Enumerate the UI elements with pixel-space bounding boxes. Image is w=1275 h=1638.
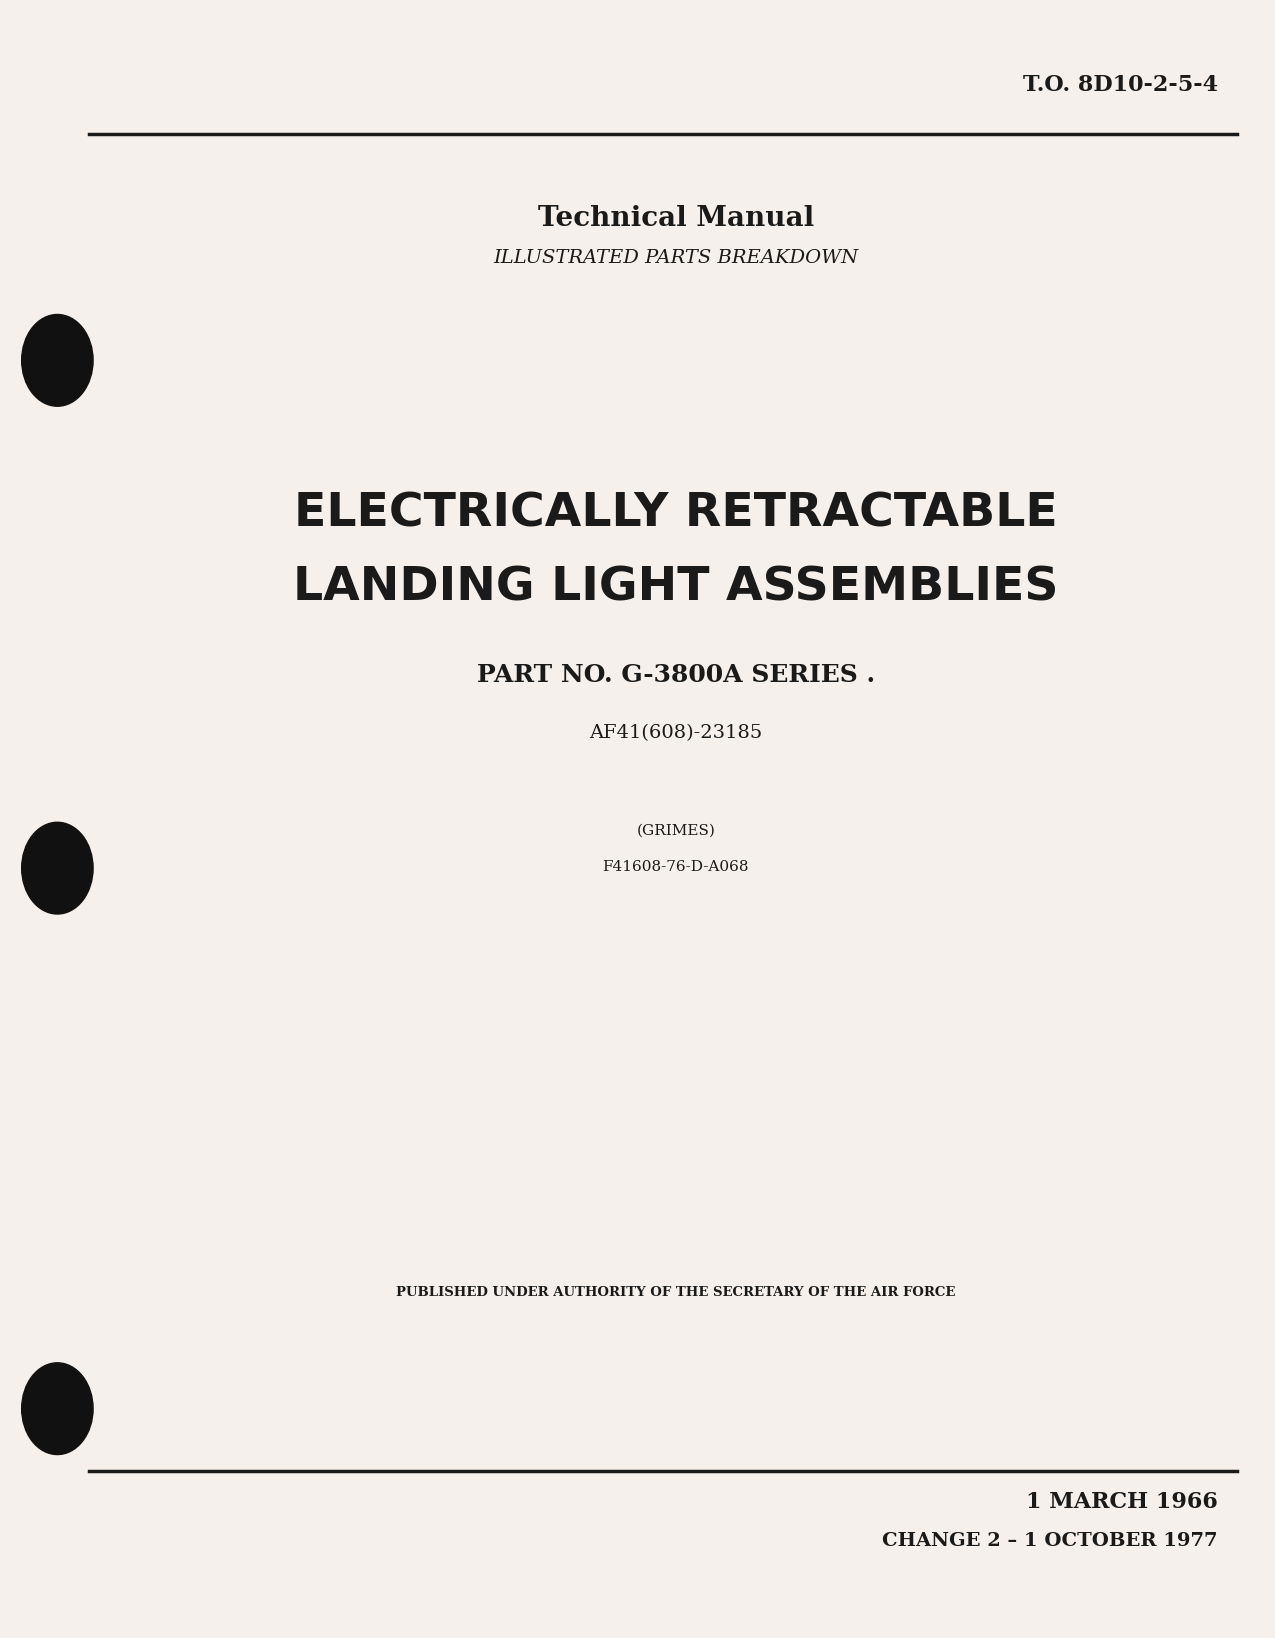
Circle shape (22, 314, 93, 406)
Text: 1 MARCH 1966: 1 MARCH 1966 (1026, 1491, 1218, 1512)
Text: AF41(608)-23185: AF41(608)-23185 (589, 724, 762, 742)
Text: PART NO. G-3800A SERIES .: PART NO. G-3800A SERIES . (477, 663, 875, 688)
Text: CHANGE 2 – 1 OCTOBER 1977: CHANGE 2 – 1 OCTOBER 1977 (882, 1532, 1218, 1550)
Text: (GRIMES): (GRIMES) (636, 824, 715, 839)
Circle shape (22, 822, 93, 914)
Text: LANDING LIGHT ASSEMBLIES: LANDING LIGHT ASSEMBLIES (293, 565, 1058, 609)
Text: F41608-76-D-A068: F41608-76-D-A068 (603, 860, 748, 875)
Text: ILLUSTRATED PARTS BREAKDOWN: ILLUSTRATED PARTS BREAKDOWN (493, 249, 858, 267)
Text: PUBLISHED UNDER AUTHORITY OF THE SECRETARY OF THE AIR FORCE: PUBLISHED UNDER AUTHORITY OF THE SECRETA… (397, 1286, 955, 1299)
Text: T.O. 8D10-2-5-4: T.O. 8D10-2-5-4 (1023, 74, 1218, 95)
Text: ELECTRICALLY RETRACTABLE: ELECTRICALLY RETRACTABLE (293, 491, 1058, 536)
Text: Technical Manual: Technical Manual (538, 205, 813, 231)
Circle shape (22, 1363, 93, 1455)
